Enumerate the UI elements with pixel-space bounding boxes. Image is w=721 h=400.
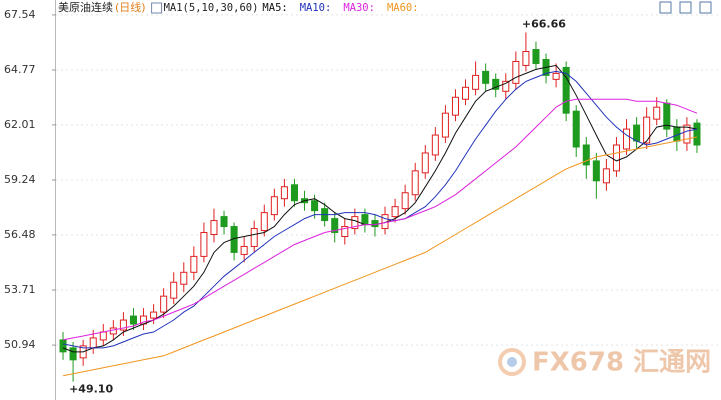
y-tick-label: 50.94 [4, 338, 36, 351]
candle-body [361, 214, 369, 226]
watermark-text: FX678 汇通网 [532, 348, 711, 378]
candle-body [653, 106, 661, 120]
legend-entry: MA10: [300, 2, 332, 14]
chart-title: 美原油连续 [58, 0, 113, 14]
candle-body [643, 116, 651, 144]
chart-subtitle: (日线) [115, 0, 146, 14]
candle-body [99, 331, 107, 341]
candle-body [220, 216, 228, 228]
candle-body [401, 192, 409, 210]
y-tick-label: 67.54 [4, 8, 36, 21]
candle-body [89, 337, 97, 349]
candle-body [150, 311, 158, 319]
header: 美原油连续 (日线) MA1(5,10,30,60) MA5: MA10: MA30:… [58, 0, 419, 14]
candle-body [311, 200, 319, 212]
candle-body [482, 70, 490, 84]
candle-body [351, 216, 359, 230]
candle-body [472, 74, 480, 90]
candle-body [109, 327, 117, 335]
legend-entry: MA60: [387, 2, 419, 14]
toolbar[interactable] [659, 1, 712, 14]
annotation: +49.10 [69, 383, 113, 396]
candle-body [602, 168, 610, 184]
candle-body [502, 80, 510, 92]
candle-body [633, 124, 641, 142]
candle-body [331, 218, 339, 234]
candle-body [441, 112, 449, 138]
candle-body [260, 212, 268, 232]
candle-body [693, 122, 701, 146]
candle-body [180, 271, 188, 285]
candle-body [582, 144, 590, 166]
candle-body [129, 315, 137, 325]
candle-body [552, 72, 560, 80]
y-tick-label: 62.01 [4, 118, 36, 131]
candle-body [170, 281, 178, 299]
y-tick-label: 64.77 [4, 63, 36, 76]
candle-body [562, 66, 570, 114]
candle-body [411, 170, 419, 196]
watermark-logo [498, 348, 526, 376]
candle-body [522, 51, 530, 66]
candle-body [280, 186, 288, 200]
candle-body [512, 60, 520, 84]
annotation: +66.66 [522, 17, 566, 30]
indicator-label: MA1(5,10,30,60) [164, 2, 259, 14]
candle-body [623, 128, 631, 150]
candle-body [270, 196, 278, 216]
candle-body [190, 255, 198, 273]
candle-body [371, 220, 379, 228]
indicator-icon [151, 2, 163, 14]
candle-body [492, 78, 500, 90]
ma-line [62, 136, 698, 377]
y-tick-label: 56.48 [4, 228, 36, 241]
candle-body [250, 228, 258, 247]
toolbar-icon[interactable] [679, 1, 692, 14]
candle-body [421, 152, 429, 174]
candle-body [451, 96, 459, 116]
candle-body [612, 144, 620, 172]
candle-body [69, 347, 77, 361]
candle-body [59, 339, 67, 353]
candle-body [391, 206, 399, 218]
candle-body [592, 160, 600, 182]
candle-body [431, 134, 439, 156]
candle-body [210, 220, 218, 236]
candle-body [160, 295, 168, 313]
legend-entry: MA30: [343, 2, 375, 14]
candle-body [341, 226, 349, 237]
legend-entry: MA5: [262, 2, 287, 14]
candle-body [119, 319, 127, 331]
y-tick-label: 59.24 [4, 173, 36, 186]
candle-body [532, 49, 540, 64]
candle-body [240, 245, 248, 255]
toolbar-icon[interactable] [699, 1, 712, 14]
watermark: FX678 汇通网 [498, 348, 711, 378]
candle-body [290, 184, 298, 202]
candle-body [683, 124, 691, 144]
plot-area [52, 14, 721, 382]
ma-line [62, 98, 698, 341]
candle-body [572, 110, 580, 148]
toolbar-icon[interactable] [659, 1, 672, 14]
candle-body [462, 86, 470, 100]
watermark-logo-dot [507, 357, 517, 367]
candle-body [200, 232, 208, 257]
y-tick-label: 53.71 [4, 283, 36, 296]
